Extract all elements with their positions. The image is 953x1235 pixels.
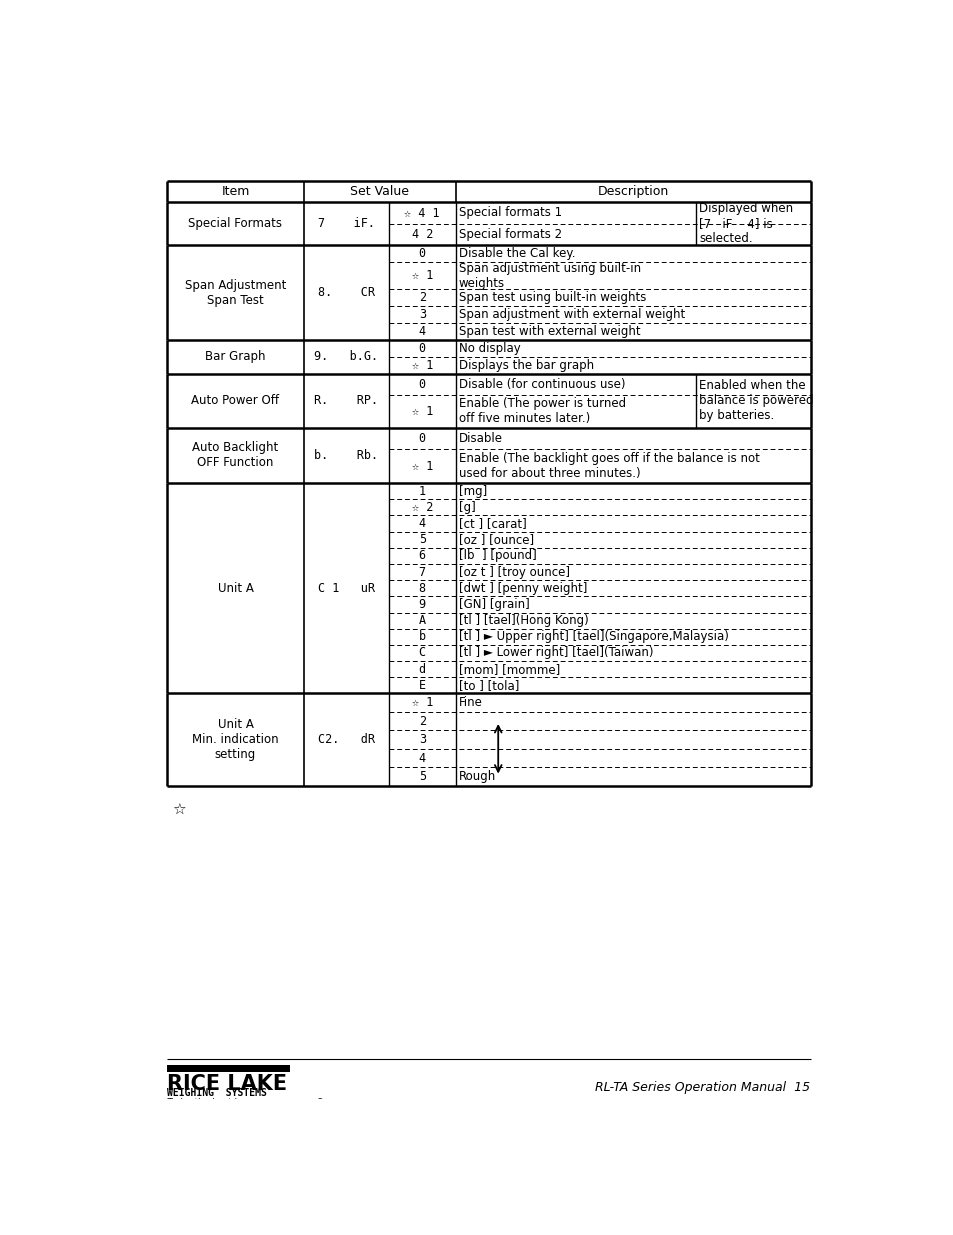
- Text: E: E: [418, 679, 425, 692]
- Text: Enable (The power is turned
off five minutes later.): Enable (The power is turned off five min…: [458, 398, 625, 425]
- Text: To be the best by every measure®: To be the best by every measure®: [167, 1098, 325, 1107]
- Text: 1: 1: [418, 484, 425, 498]
- Text: d: d: [418, 663, 425, 676]
- Text: [lb  ] [pound]: [lb ] [pound]: [458, 550, 536, 562]
- Text: Set Value: Set Value: [350, 185, 409, 198]
- Text: ☆ 1: ☆ 1: [411, 459, 433, 473]
- Text: Span test with external weight: Span test with external weight: [458, 325, 639, 338]
- Text: 2: 2: [418, 715, 425, 727]
- Text: 3: 3: [418, 734, 425, 746]
- Text: Special Formats: Special Formats: [189, 217, 282, 230]
- Text: C2.   dR: C2. dR: [317, 734, 375, 746]
- Text: 3: 3: [418, 308, 425, 321]
- Text: Span adjustment with external weight: Span adjustment with external weight: [458, 308, 684, 321]
- Text: No display: No display: [458, 342, 520, 354]
- Text: ☆ 4 1: ☆ 4 1: [404, 206, 439, 220]
- Text: 9: 9: [418, 598, 425, 611]
- Text: ☆: ☆: [172, 803, 186, 818]
- Text: b.    Rb.: b. Rb.: [314, 450, 378, 462]
- Text: 2: 2: [418, 291, 425, 304]
- Text: Special formats 2: Special formats 2: [458, 228, 561, 241]
- Text: [tl ] ► Upper right] [tael](Singapore,Malaysia): [tl ] ► Upper right] [tael](Singapore,Ma…: [458, 630, 728, 643]
- Text: Item: Item: [221, 185, 250, 198]
- Text: [GN] [grain]: [GN] [grain]: [458, 598, 529, 611]
- Text: 7    iF.: 7 iF.: [317, 217, 375, 230]
- Text: Disable (for continuous use): Disable (for continuous use): [458, 378, 624, 390]
- Text: Unit A: Unit A: [217, 582, 253, 595]
- Text: Description: Description: [597, 185, 668, 198]
- Text: 0: 0: [418, 378, 425, 390]
- Text: Disable the Cal key.: Disable the Cal key.: [458, 247, 575, 261]
- Text: Enabled when the
balance is powered
by batteries.: Enabled when the balance is powered by b…: [699, 379, 813, 422]
- Text: [g]: [g]: [458, 501, 475, 514]
- Text: WEIGHING  SYSTEMS: WEIGHING SYSTEMS: [167, 1088, 267, 1098]
- Text: C: C: [418, 646, 425, 659]
- Text: ☆ 1: ☆ 1: [411, 359, 433, 372]
- Text: 6: 6: [418, 550, 425, 562]
- Text: 0: 0: [418, 247, 425, 261]
- Text: RL-TA Series Operation Manual  15: RL-TA Series Operation Manual 15: [595, 1081, 810, 1094]
- Text: Bar Graph: Bar Graph: [205, 351, 266, 363]
- Text: Disable: Disable: [458, 432, 502, 445]
- Text: 5: 5: [418, 534, 425, 546]
- Text: 9.   b.G.: 9. b.G.: [314, 351, 378, 363]
- Text: [to ] [tola]: [to ] [tola]: [458, 679, 518, 692]
- Text: b: b: [418, 630, 425, 643]
- Text: Span Adjustment
Span Test: Span Adjustment Span Test: [185, 279, 286, 306]
- Text: 8: 8: [418, 582, 425, 595]
- Text: [mg]: [mg]: [458, 484, 486, 498]
- Text: ☆ 1: ☆ 1: [411, 269, 433, 282]
- Text: [dwt ] [penny weight]: [dwt ] [penny weight]: [458, 582, 586, 595]
- Text: A: A: [418, 614, 425, 627]
- Text: Rough: Rough: [458, 769, 496, 783]
- Text: Special formats 1: Special formats 1: [458, 206, 561, 220]
- Text: Span adjustment using built-in
weights: Span adjustment using built-in weights: [458, 262, 640, 290]
- Text: 4: 4: [418, 517, 425, 530]
- Text: ☆ 1: ☆ 1: [411, 405, 433, 417]
- Text: Fine: Fine: [458, 697, 482, 709]
- Text: ☆ 2: ☆ 2: [411, 501, 433, 514]
- Text: 0: 0: [418, 342, 425, 354]
- Text: [mom] [momme]: [mom] [momme]: [458, 663, 559, 676]
- Text: Auto Backlight
OFF Function: Auto Backlight OFF Function: [193, 441, 278, 469]
- Text: Enable (The backlight goes off if the balance is not
used for about three minute: Enable (The backlight goes off if the ba…: [458, 452, 759, 480]
- Text: Unit A
Min. indication
setting: Unit A Min. indication setting: [192, 718, 278, 761]
- Text: 8.    CR: 8. CR: [317, 287, 375, 299]
- Text: Auto Power Off: Auto Power Off: [192, 394, 279, 408]
- Text: [oz t ] [troy ounce]: [oz t ] [troy ounce]: [458, 566, 569, 578]
- Text: ☆ 1: ☆ 1: [411, 697, 433, 709]
- Text: 4: 4: [418, 325, 425, 338]
- Text: 5: 5: [418, 769, 425, 783]
- Text: 0: 0: [418, 432, 425, 445]
- Bar: [167, 1066, 290, 1072]
- Text: Span test using built-in weights: Span test using built-in weights: [458, 291, 645, 304]
- Text: C 1   uR: C 1 uR: [317, 582, 375, 595]
- Text: [tl ] ► Lower right] [tael](Taiwan): [tl ] ► Lower right] [tael](Taiwan): [458, 646, 653, 659]
- Text: Displays the bar graph: Displays the bar graph: [458, 359, 593, 372]
- Text: 4 2: 4 2: [411, 228, 433, 241]
- Text: R.    RP.: R. RP.: [314, 394, 378, 408]
- Text: Displayed when
[7   iF    4] is
selected.: Displayed when [7 iF 4] is selected.: [699, 203, 792, 246]
- Text: RICE LAKE: RICE LAKE: [167, 1073, 287, 1094]
- Text: 7: 7: [418, 566, 425, 578]
- Text: [tl ] [tael](Hong Kong): [tl ] [tael](Hong Kong): [458, 614, 588, 627]
- Text: [oz ] [ounce]: [oz ] [ounce]: [458, 534, 534, 546]
- Text: 4: 4: [418, 752, 425, 764]
- Text: [ct ] [carat]: [ct ] [carat]: [458, 517, 526, 530]
